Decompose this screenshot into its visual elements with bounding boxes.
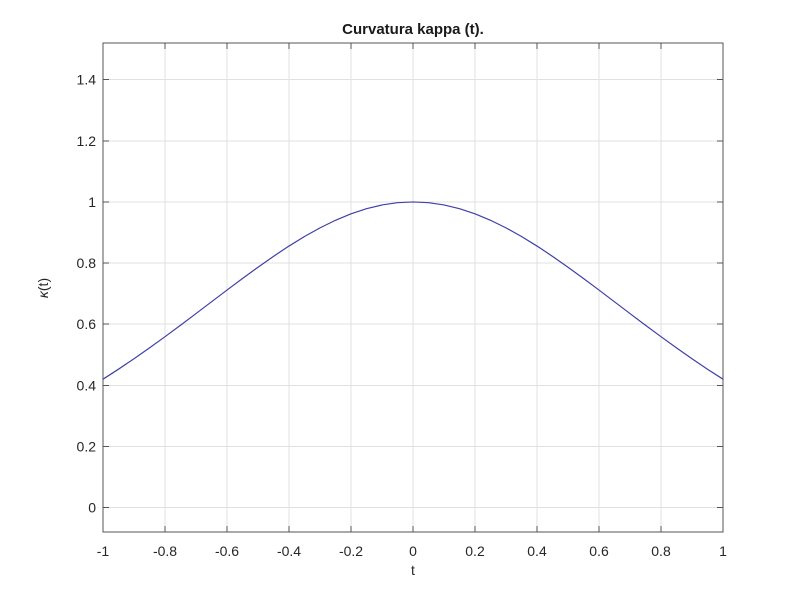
tick-marks [102, 43, 724, 532]
y-tick-label: 1.2 [77, 133, 97, 149]
grid-lines [102, 43, 724, 532]
x-axis-label: t [411, 562, 415, 578]
x-tick-label: 0.4 [527, 543, 547, 559]
x-tick-label: -0.2 [339, 543, 363, 559]
x-tick-labels: -1 -0.8 -0.6 -0.4 -0.2 0 0.2 0.4 0.6 0.8 1 [97, 543, 727, 559]
y-axis-label: κ(t) [35, 278, 51, 298]
x-tick-label: 0 [409, 543, 417, 559]
x-tick-label: -0.8 [153, 543, 177, 559]
curvature-curve [102, 201, 724, 380]
y-axis-label-kappa: κ [35, 290, 51, 298]
y-tick-label: 0 [88, 500, 96, 516]
y-tick-labels: 0 0.2 0.4 0.6 0.8 1 1.2 1.4 [77, 72, 97, 516]
y-tick-label: 0.2 [77, 438, 97, 454]
curve-layer [102, 201, 724, 380]
plot-title: Curvatura kappa (t). [342, 21, 484, 38]
y-tick-label: 1.4 [77, 72, 97, 88]
y-tick-label: 1 [88, 194, 96, 210]
y-axis-label-rest: (t) [35, 278, 51, 291]
y-tick-label: 0.8 [77, 255, 97, 271]
x-tick-label: -0.4 [277, 543, 301, 559]
x-tick-label: -1 [97, 543, 110, 559]
x-tick-label: 1 [719, 543, 727, 559]
y-tick-label: 0.6 [77, 316, 97, 332]
x-tick-label: 0.8 [651, 543, 671, 559]
x-tick-label: -0.6 [215, 543, 239, 559]
x-tick-label: 0.6 [589, 543, 609, 559]
x-tick-label: 0.2 [465, 543, 485, 559]
y-tick-label: 0.4 [77, 377, 97, 393]
